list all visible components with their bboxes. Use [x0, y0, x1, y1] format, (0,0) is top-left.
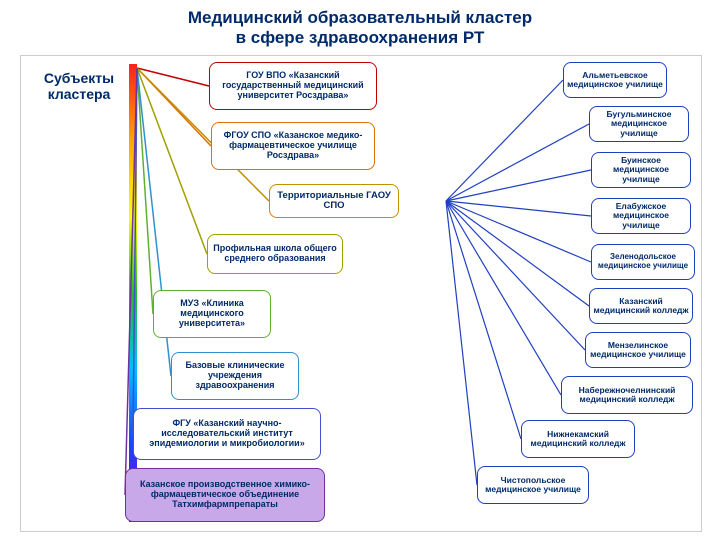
r_bug: Бугульминское медицинское училище: [589, 106, 689, 142]
diagram-title: Медицинский образовательный кластер в сф…: [0, 0, 720, 49]
n_prof: Профильная школа общего среднего образов…: [207, 234, 343, 274]
n_gaou: Территориальные ГАОУ СПО: [269, 184, 399, 218]
r_niz: Нижнекамский медицинский колледж: [521, 420, 635, 458]
n_spo: ФГОУ СПО «Казанское медико-фармацевтичес…: [211, 122, 375, 170]
n_muz: МУЗ «Клиника медицинского университета»: [153, 290, 271, 338]
title-line-2: в сфере здравоохранения РТ: [0, 28, 720, 48]
r_nab: Набережночелнинский медицинский колледж: [561, 376, 693, 414]
r_kaz: Казанский медицинский колледж: [589, 288, 693, 324]
r_chi: Чистопольское медицинское училище: [477, 466, 589, 504]
n_baz: Базовые клинические учреждения здравоохр…: [171, 352, 299, 400]
title-line-1: Медицинский образовательный кластер: [0, 8, 720, 28]
r_bui: Буинское медицинское училище: [591, 152, 691, 188]
r_ela: Елабужское медицинское училище: [591, 198, 691, 234]
r_alm: Альметьевское медицинское училище: [563, 62, 667, 98]
n_kpho: Казанское производственное химико-фармац…: [125, 468, 325, 522]
r_men: Мензелинское медицинское училище: [585, 332, 691, 368]
n_vpo: ГОУ ВПО «Казанский государственный медиц…: [209, 62, 377, 110]
r_zel: Зеленодольское медицинское училище: [591, 244, 695, 280]
n_fgu: ФГУ «Казанский научно-исследовательский …: [133, 408, 321, 460]
diagram-area: Субъекты кластера ГОУ ВПО «Казанский гос…: [20, 55, 702, 532]
